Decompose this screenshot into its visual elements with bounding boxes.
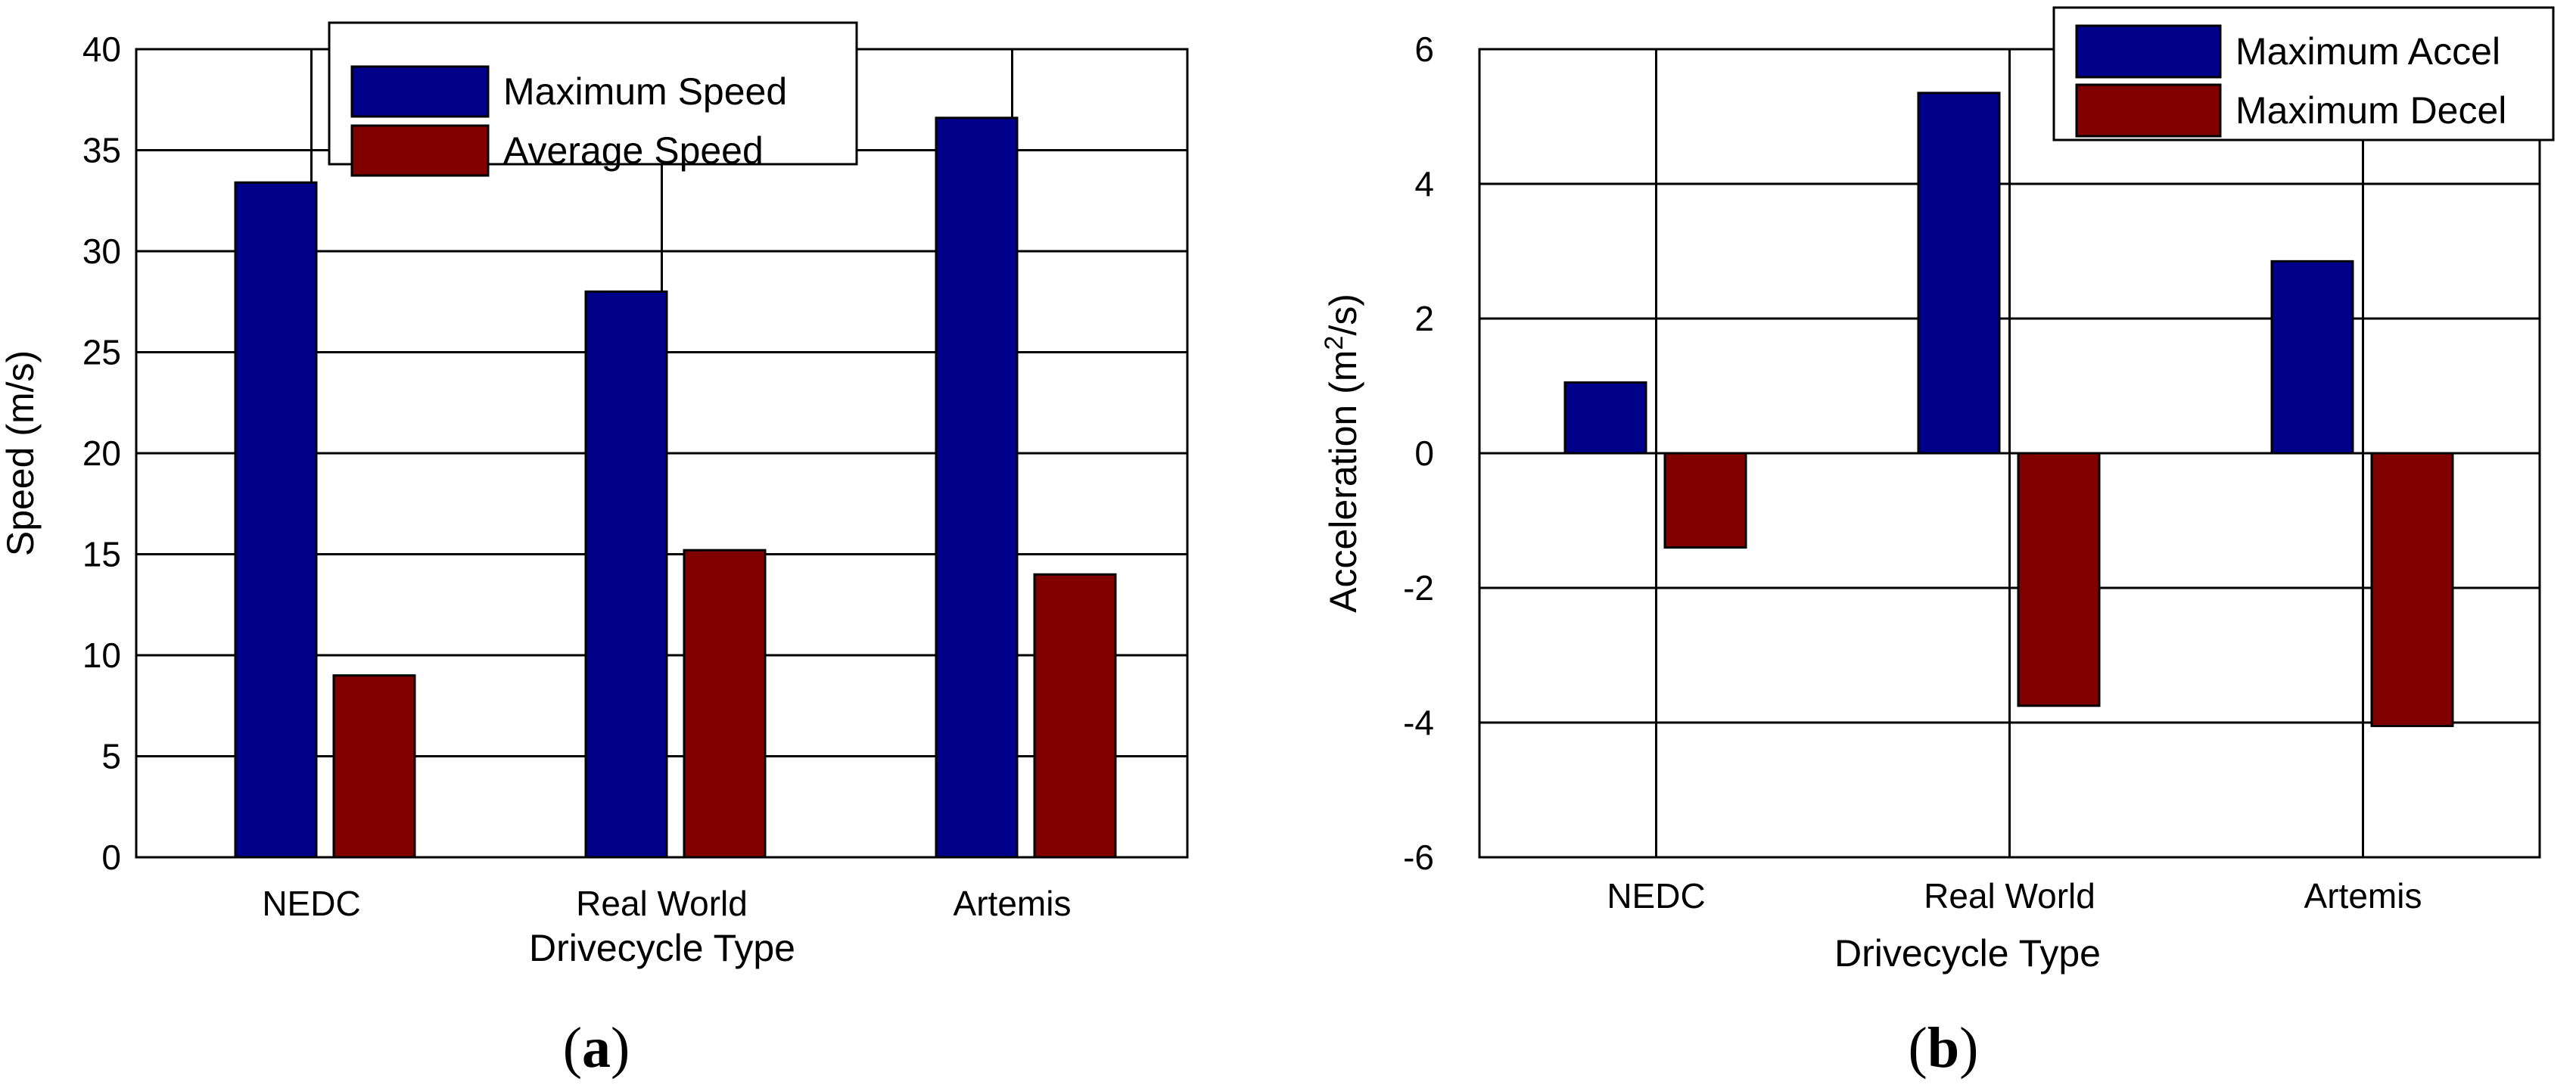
a-legend: Maximum Speed Average Speed bbox=[328, 21, 858, 177]
a-bars bbox=[234, 117, 1117, 859]
a-legend-label-1: Average Speed bbox=[503, 129, 764, 172]
b-ytick-label-5: 4 bbox=[1414, 164, 1434, 204]
a-ytick-label-4: 20 bbox=[82, 434, 121, 473]
b-y-axis-ticks: -6 -4 -2 0 2 4 6 bbox=[1403, 30, 1434, 877]
a-ytick-label-3: 15 bbox=[82, 535, 121, 574]
a-ytick-label-8: 40 bbox=[82, 30, 121, 69]
a-panel-label: (a) bbox=[563, 1016, 630, 1080]
a-ytick-label-5: 25 bbox=[82, 333, 121, 372]
panel-a-speed-chart: 0 5 10 15 20 25 30 35 40 NEDC Real World Artemis D… bbox=[0, 21, 1189, 1080]
a-legend-swatch-0 bbox=[350, 65, 490, 118]
b-ytick-label-4: 2 bbox=[1414, 299, 1434, 338]
b-legend-swatch-0 bbox=[2075, 24, 2222, 79]
b-y-axis-label-main: Acceleration (m bbox=[1322, 350, 1364, 613]
b-xtick-label-2: Artemis bbox=[2304, 876, 2422, 916]
a-x-axis-ticks: NEDC Real World Artemis bbox=[262, 884, 1071, 923]
a-bar-maximum-speed-nedc bbox=[234, 181, 318, 859]
b-x-axis-ticks: NEDC Real World Artemis bbox=[1607, 876, 2422, 916]
a-legend-label-0: Maximum Speed bbox=[503, 70, 787, 113]
a-ytick-label-0: 0 bbox=[101, 838, 121, 877]
a-bar-average-speed-real-world bbox=[683, 549, 767, 859]
a-xtick-label-2: Artemis bbox=[954, 884, 1072, 923]
b-x-axis-label: Drivecycle Type bbox=[1834, 932, 2101, 975]
b-bar-maximum-decel-nedc bbox=[1663, 452, 1747, 549]
b-legend: Maximum Accel Maximum Decel bbox=[2052, 6, 2555, 141]
b-panel-letter: b bbox=[1927, 1016, 1959, 1080]
b-bar-maximum-accel-nedc bbox=[1563, 381, 1647, 455]
a-xtick-label-0: NEDC bbox=[262, 884, 360, 923]
b-bars bbox=[1563, 92, 2454, 727]
a-ytick-label-1: 5 bbox=[101, 737, 121, 776]
a-x-axis-label: Drivecycle Type bbox=[529, 927, 795, 969]
b-bar-maximum-accel-artemis bbox=[2270, 260, 2354, 455]
panel-b-acceleration-chart: -6 -4 -2 0 2 4 6 NEDC Real World Artemis Drivecy… bbox=[1320, 6, 2555, 1080]
a-panel-letter: a bbox=[582, 1016, 611, 1080]
b-ytick-label-6: 6 bbox=[1414, 30, 1434, 69]
b-ytick-label-3: 0 bbox=[1414, 434, 1434, 473]
a-ytick-label-2: 10 bbox=[82, 636, 121, 675]
a-bar-average-speed-nedc bbox=[332, 674, 416, 859]
a-ytick-label-6: 30 bbox=[82, 232, 121, 271]
a-bar-maximum-speed-real-world bbox=[584, 290, 668, 859]
b-legend-label-0: Maximum Accel bbox=[2235, 30, 2500, 73]
b-legend-label-1: Maximum Decel bbox=[2235, 89, 2506, 132]
b-bar-maximum-decel-artemis bbox=[2370, 452, 2454, 727]
b-xtick-label-0: NEDC bbox=[1607, 876, 1705, 916]
b-legend-swatch-1 bbox=[2075, 83, 2222, 138]
a-y-axis-label: Speed (m/s) bbox=[0, 350, 42, 556]
a-xtick-label-1: Real World bbox=[576, 884, 748, 923]
b-bar-maximum-accel-real-world bbox=[1917, 92, 2001, 455]
b-bar-maximum-decel-real-world bbox=[2017, 452, 2101, 707]
a-bar-average-speed-artemis bbox=[1033, 573, 1117, 859]
b-ytick-label-0: -6 bbox=[1403, 838, 1434, 877]
a-ytick-label-7: 35 bbox=[82, 131, 121, 170]
b-y-axis-label: Acceleration (m2/s) bbox=[1320, 294, 1364, 613]
b-y-axis-label-tail: /s) bbox=[1322, 294, 1364, 336]
b-ytick-label-2: -2 bbox=[1403, 568, 1434, 608]
a-legend-swatch-1 bbox=[350, 124, 490, 177]
b-xtick-label-1: Real World bbox=[1924, 876, 2095, 916]
b-y-axis-label-sup: 2 bbox=[1320, 336, 1349, 350]
b-plot-frame bbox=[1478, 48, 2541, 859]
b-ytick-label-1: -4 bbox=[1403, 703, 1434, 742]
b-panel-label: (b) bbox=[1909, 1016, 1979, 1080]
a-bar-maximum-speed-artemis bbox=[935, 117, 1019, 859]
a-y-axis-ticks: 0 5 10 15 20 25 30 35 40 bbox=[82, 30, 121, 877]
